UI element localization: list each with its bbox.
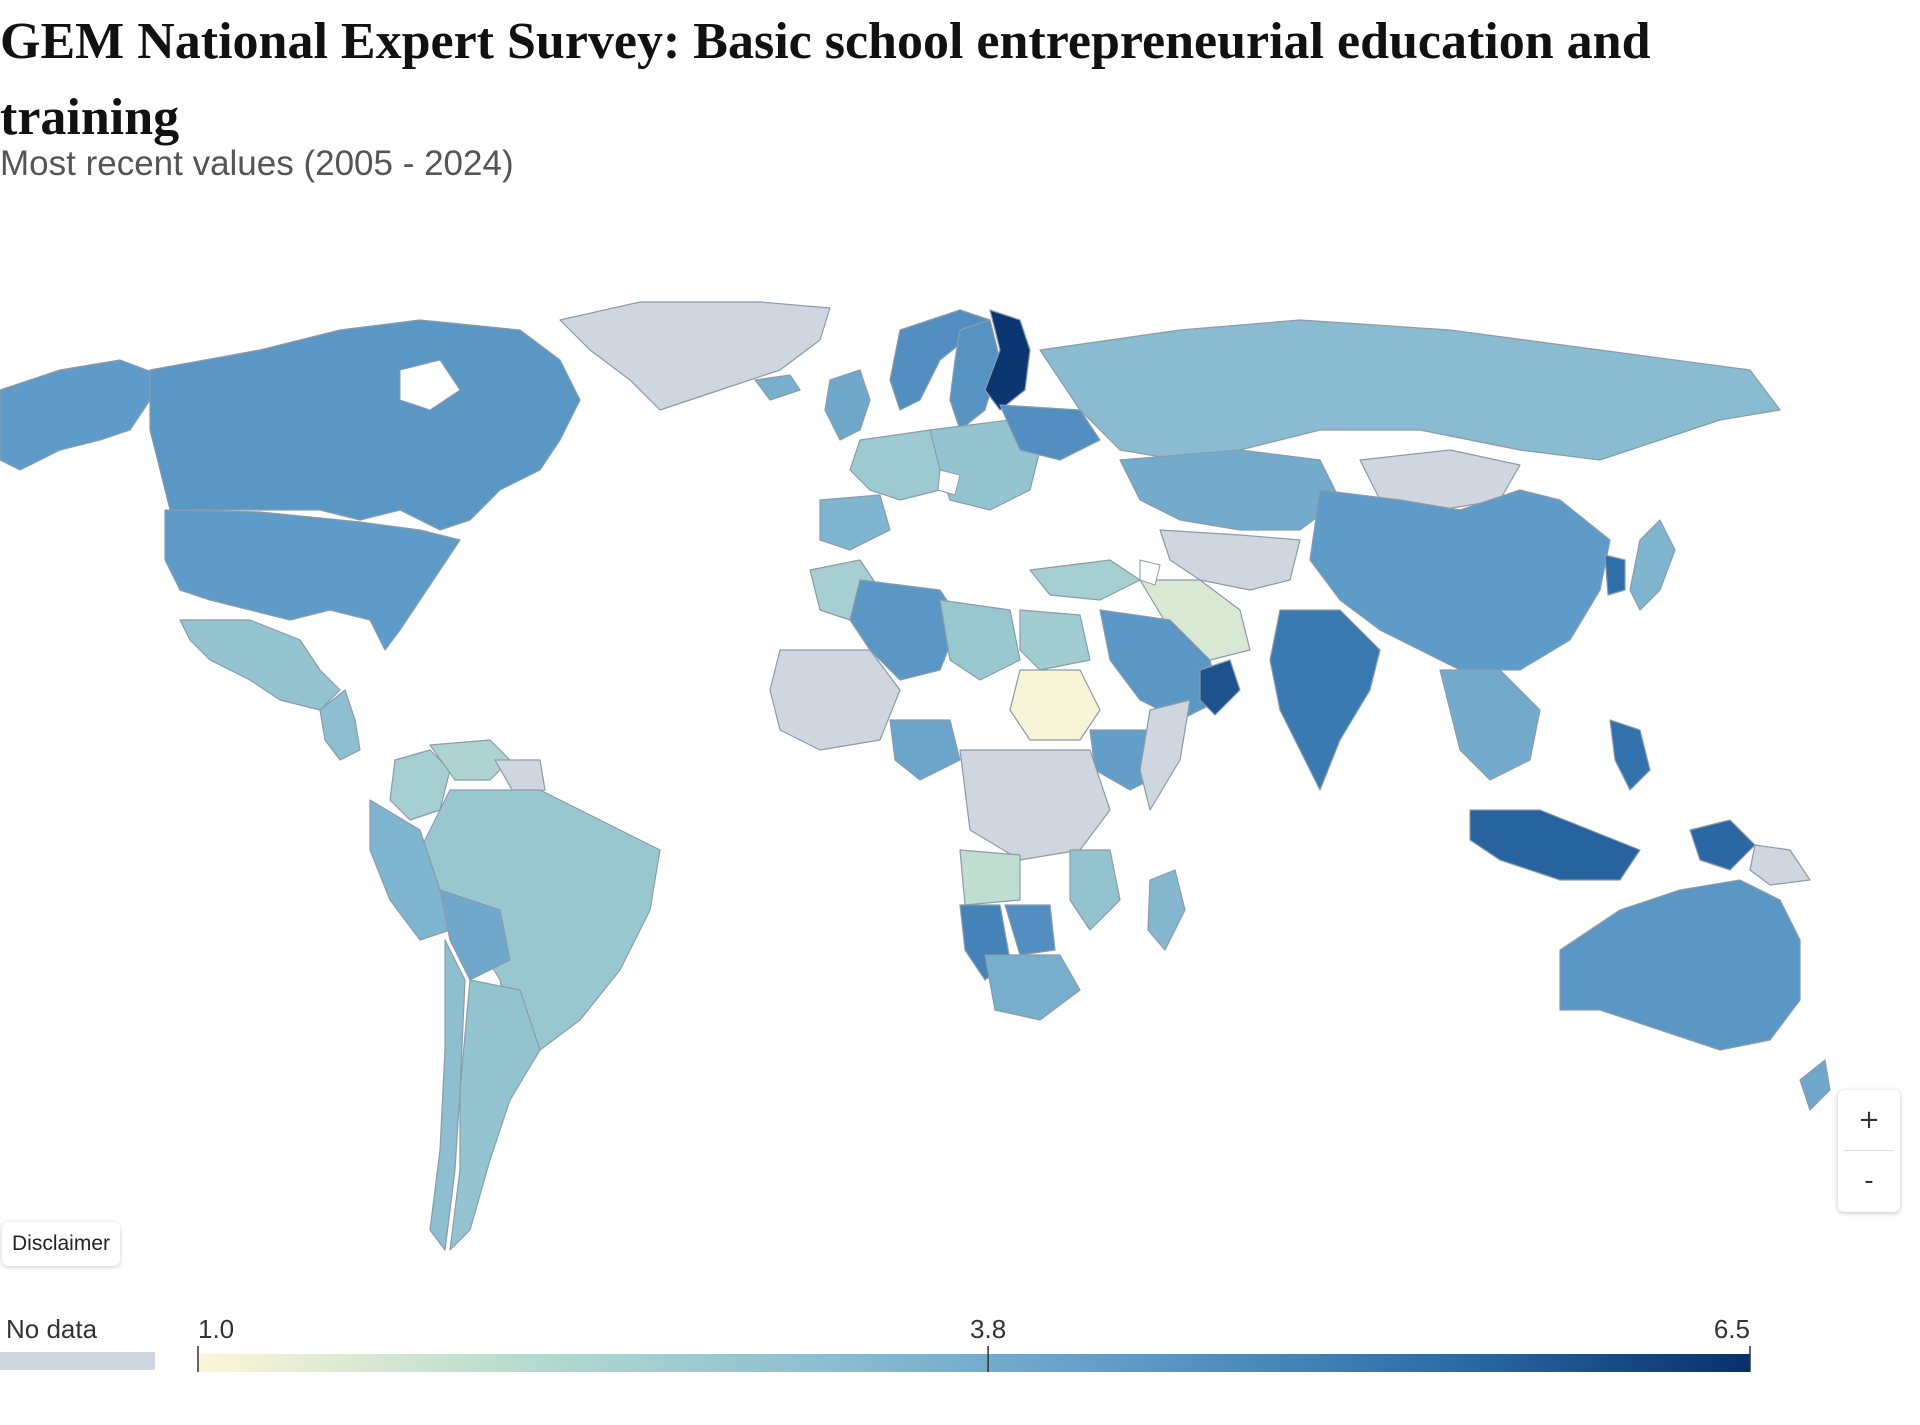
country-libya[interactable] bbox=[939, 599, 1021, 681]
country-central-asia[interactable] bbox=[1159, 529, 1301, 591]
disclaimer-button[interactable]: Disclaimer bbox=[2, 1222, 121, 1266]
chart-subtitle: Most recent values (2005 - 2024) bbox=[0, 144, 514, 183]
country-saudi-arabia[interactable] bbox=[1099, 609, 1221, 721]
country-new-zealand[interactable] bbox=[1799, 1059, 1831, 1111]
country-madagascar[interactable] bbox=[1147, 869, 1186, 951]
country-finland[interactable] bbox=[984, 309, 1031, 411]
baltic-lake-feature bbox=[937, 469, 961, 496]
hudson-bay-feature bbox=[399, 359, 461, 411]
country-korea[interactable] bbox=[1604, 554, 1626, 596]
country-kazakhstan[interactable] bbox=[1119, 449, 1341, 531]
country-india[interactable] bbox=[1269, 609, 1381, 791]
country-alaska[interactable] bbox=[0, 359, 161, 471]
country-algeria[interactable] bbox=[849, 579, 961, 681]
country-argentina[interactable] bbox=[449, 979, 541, 1251]
country-ukraine[interactable] bbox=[999, 404, 1101, 461]
country-bolivia[interactable] bbox=[439, 889, 511, 981]
country-canada[interactable] bbox=[149, 319, 581, 531]
country-australia[interactable] bbox=[1559, 879, 1801, 1051]
legend-mid-label: 3.8 bbox=[970, 1314, 1006, 1344]
country-central-america[interactable] bbox=[319, 689, 361, 761]
country-egypt[interactable] bbox=[1019, 609, 1091, 671]
country-sudan[interactable] bbox=[1009, 669, 1101, 741]
country-central-africa[interactable] bbox=[959, 749, 1111, 861]
country-chile[interactable] bbox=[429, 939, 466, 1251]
legend-min-label: 1.0 bbox=[198, 1314, 234, 1344]
country-spain[interactable] bbox=[819, 494, 891, 551]
legend-gradient-bar: 1.0 3.8 6.5 bbox=[197, 1314, 1751, 1372]
country-south-africa[interactable] bbox=[984, 954, 1081, 1021]
country-papua-new-guinea[interactable] bbox=[1749, 844, 1811, 886]
world-map[interactable]: + - bbox=[0, 290, 1920, 1290]
country-papua[interactable] bbox=[1689, 819, 1756, 871]
country-turkey[interactable] bbox=[1029, 559, 1141, 601]
country-united-kingdom[interactable] bbox=[824, 369, 871, 441]
color-legend: No data 1.0 3.8 6.5 bbox=[0, 1310, 1920, 1400]
legend-gradient-rect bbox=[198, 1354, 1750, 1372]
country-southeast-asia[interactable] bbox=[1439, 669, 1541, 781]
caspian-sea-feature bbox=[1139, 559, 1161, 586]
country-sweden[interactable] bbox=[949, 319, 1001, 431]
country-nigeria[interactable] bbox=[889, 719, 961, 781]
country-greenland[interactable] bbox=[559, 301, 831, 411]
country-china[interactable] bbox=[1309, 489, 1611, 671]
country-philippines[interactable] bbox=[1609, 719, 1651, 791]
no-data-swatch bbox=[0, 1352, 155, 1370]
chart-title: GEM National Expert Survey: Basic school… bbox=[0, 13, 1651, 146]
country-peru[interactable] bbox=[369, 799, 451, 941]
zoom-in-button[interactable]: + bbox=[1838, 1090, 1900, 1150]
country-mexico[interactable] bbox=[179, 619, 341, 711]
country-botswana[interactable] bbox=[1004, 904, 1056, 956]
map-regions[interactable] bbox=[0, 301, 1831, 1251]
ocean-features bbox=[399, 359, 1161, 586]
country-russia[interactable] bbox=[1039, 319, 1781, 461]
zoom-controls: + - bbox=[1838, 1090, 1900, 1212]
country-mozambique[interactable] bbox=[1069, 849, 1121, 931]
country-west-africa[interactable] bbox=[769, 649, 901, 751]
country-somalia[interactable] bbox=[1139, 699, 1191, 811]
country-oman[interactable] bbox=[1199, 659, 1241, 716]
legend-max-label: 6.5 bbox=[1714, 1314, 1750, 1344]
world-map-svg[interactable] bbox=[0, 290, 1920, 1290]
no-data-label: No data bbox=[6, 1314, 98, 1344]
country-japan[interactable] bbox=[1629, 519, 1676, 611]
country-united-states[interactable] bbox=[164, 509, 461, 651]
zoom-out-button[interactable]: - bbox=[1838, 1151, 1900, 1211]
country-guyana[interactable] bbox=[494, 759, 546, 796]
zoom-divider bbox=[1844, 1150, 1894, 1151]
country-iceland[interactable] bbox=[754, 374, 801, 401]
country-indonesia[interactable] bbox=[1469, 809, 1641, 881]
country-angola[interactable] bbox=[959, 849, 1021, 906]
country-venezuela[interactable] bbox=[429, 739, 511, 781]
